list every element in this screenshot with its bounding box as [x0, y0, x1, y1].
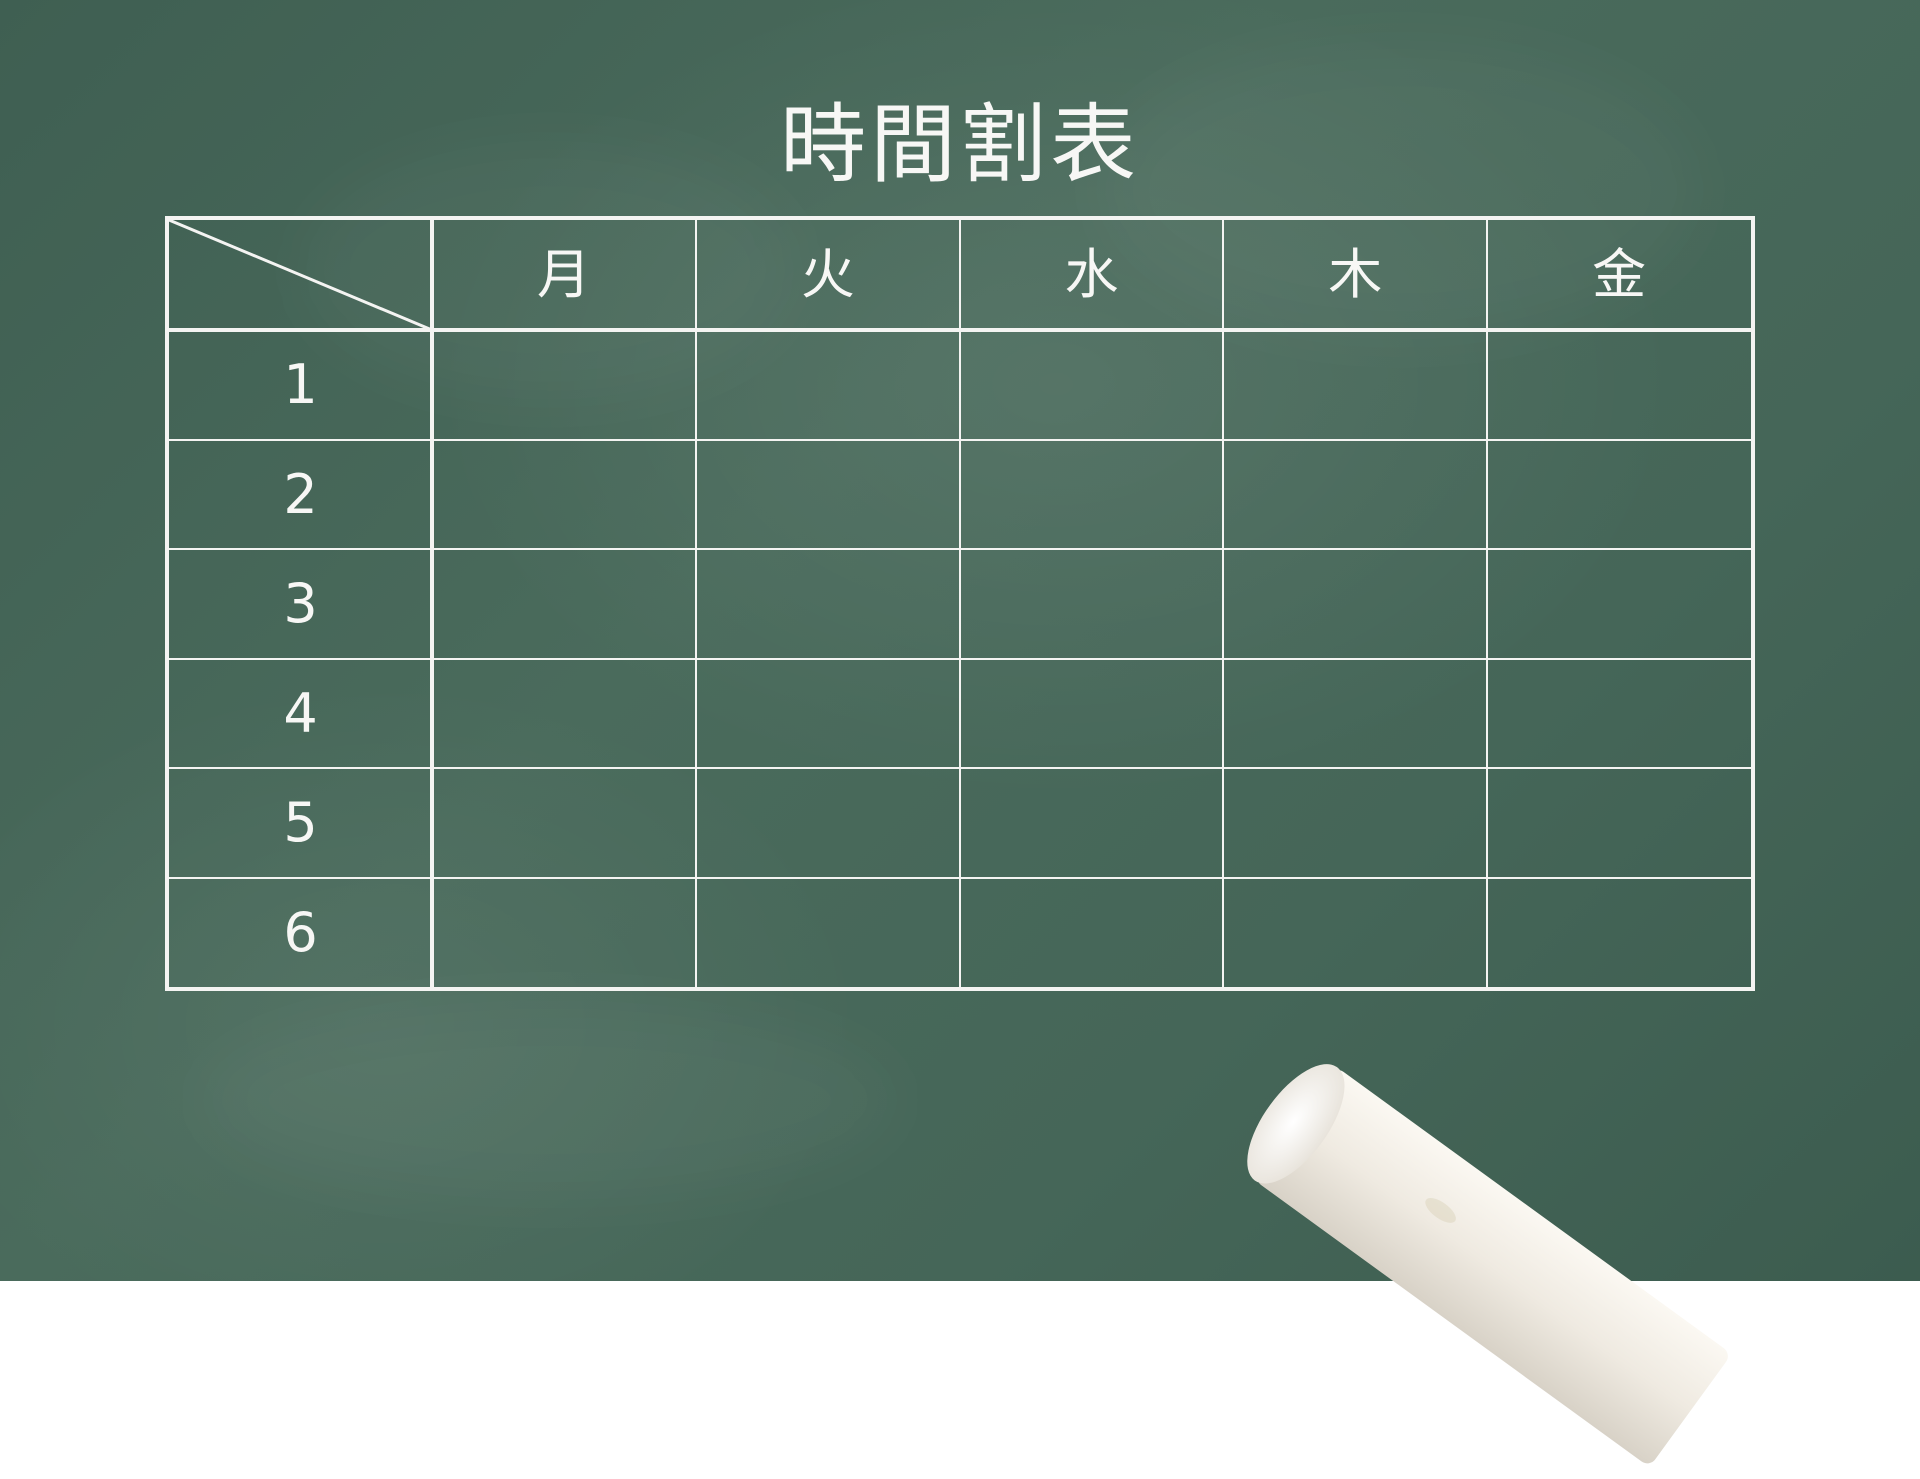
day-header: 木 [1328, 243, 1383, 306]
schedule-cell [696, 878, 960, 988]
period-label: 5 [283, 791, 318, 854]
schedule-cell [1487, 878, 1751, 988]
chalk-smudge [200, 1000, 900, 1200]
column-divider [1222, 220, 1225, 987]
column-divider [430, 220, 434, 987]
schedule-cell [696, 330, 960, 440]
schedule-cell [960, 659, 1224, 769]
column-divider [1486, 220, 1489, 987]
schedule-cell [960, 549, 1224, 659]
row-divider [169, 438, 1751, 441]
period-label: 4 [283, 681, 318, 745]
schedule-cell [1223, 659, 1487, 769]
schedule-cell [1487, 768, 1751, 878]
period-label: 3 [283, 572, 318, 635]
schedule-cell [1487, 330, 1751, 440]
schedule-cell [432, 659, 696, 769]
corner-diagonal [169, 220, 433, 332]
schedule-cell [1223, 440, 1487, 550]
period-label: 1 [283, 353, 318, 416]
row-divider [169, 767, 1751, 769]
period-label: 6 [283, 900, 318, 964]
schedule-cell [1487, 549, 1751, 659]
schedule-cell [1487, 659, 1751, 769]
schedule-cell [696, 440, 960, 550]
day-header: 火 [800, 243, 855, 306]
column-divider [958, 220, 961, 987]
schedule-cell [432, 549, 696, 659]
schedule-cell [960, 330, 1224, 440]
schedule-cell [1223, 330, 1487, 440]
schedule-cell [432, 768, 696, 878]
row-divider [169, 657, 1751, 660]
schedule-cell [696, 659, 960, 769]
day-header: 水 [1064, 243, 1119, 306]
schedule-cell [432, 330, 696, 440]
page-title: 時間割表 [780, 95, 1140, 195]
schedule-cell [1223, 768, 1487, 878]
schedule-cell [1487, 440, 1751, 550]
chalk-stick-icon [1247, 1064, 1728, 1464]
schedule-cell [432, 878, 696, 988]
schedule-cell [960, 768, 1224, 878]
row-divider [169, 328, 1751, 332]
schedule-cell [960, 878, 1224, 988]
column-divider [694, 220, 697, 987]
schedule-cell [696, 549, 960, 659]
schedule-cell [1223, 549, 1487, 659]
row-divider [169, 876, 1751, 879]
row-divider [169, 548, 1751, 550]
schedule-cell [432, 440, 696, 550]
period-label: 2 [283, 462, 318, 526]
timetable: 月 火 水 木 金 1 2 3 4 5 6 [165, 216, 1755, 991]
schedule-cell [1223, 878, 1487, 988]
day-header: 月 [536, 243, 591, 306]
schedule-cell [696, 768, 960, 878]
schedule-cell [960, 440, 1224, 550]
day-header: 金 [1592, 243, 1647, 306]
